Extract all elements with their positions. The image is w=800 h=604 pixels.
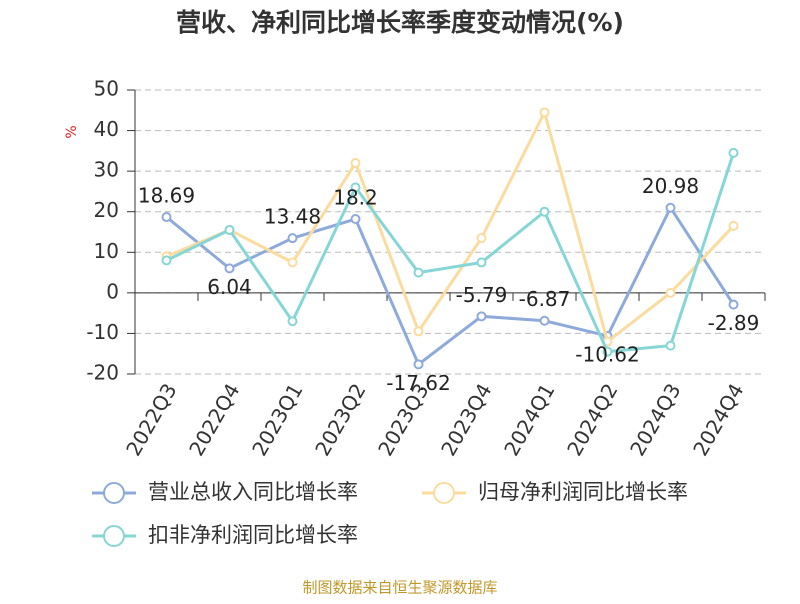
- y-tick-label: -10: [86, 320, 119, 344]
- legend-label: 营业总收入同比增长率: [148, 480, 358, 504]
- data-point: [413, 326, 424, 337]
- data-point: [287, 257, 298, 268]
- legend-label: 扣非净利润同比增长率: [148, 523, 358, 547]
- data-point: [665, 340, 676, 351]
- x-tick-label: 2024Q2: [562, 379, 622, 460]
- x-tick-label: 2023Q1: [247, 379, 307, 460]
- data-label: 13.48: [264, 205, 321, 229]
- y-tick-label: 20: [94, 198, 119, 222]
- data-label: 6.04: [207, 275, 252, 299]
- data-label: 18.69: [138, 184, 195, 208]
- x-tick-label: 2024Q3: [625, 379, 685, 460]
- data-point: [476, 311, 487, 322]
- data-point: [350, 158, 361, 169]
- data-point: [224, 224, 235, 235]
- legend-label: 归母净利润同比增长率: [478, 480, 688, 504]
- series-line: [165, 204, 735, 367]
- data-point: [350, 214, 361, 225]
- data-point: [665, 287, 676, 298]
- data-point: [413, 359, 424, 370]
- y-tick-label: -20: [86, 361, 119, 385]
- y-tick-label: 10: [94, 239, 119, 263]
- x-tick-label: 2024Q1: [499, 379, 559, 460]
- source-note: 制图数据来自恒生聚源数据库: [302, 579, 497, 597]
- data-point: [161, 212, 172, 223]
- data-label: 20.98: [642, 174, 699, 198]
- series-line: [165, 152, 735, 354]
- data-label: 18.2: [333, 186, 378, 210]
- data-point: [728, 147, 739, 158]
- y-axis-label: %: [64, 125, 80, 138]
- x-tick-label: 2022Q3: [121, 379, 181, 460]
- data-point: [287, 233, 298, 244]
- series-line: [165, 108, 735, 345]
- data-point: [350, 182, 361, 193]
- x-tick-label: 2022Q4: [184, 379, 244, 460]
- x-tick-label: 2023Q2: [310, 379, 370, 460]
- y-tick-label: 40: [94, 117, 119, 141]
- data-point: [728, 299, 739, 310]
- y-tick-label: 50: [94, 77, 119, 101]
- data-point: [161, 255, 172, 266]
- data-point: [602, 346, 613, 357]
- data-label: -2.89: [708, 311, 760, 335]
- data-point: [539, 107, 550, 118]
- data-point: [539, 315, 550, 326]
- legend-marker: [103, 525, 125, 547]
- data-point: [287, 316, 298, 327]
- data-label: -10.62: [575, 342, 639, 366]
- data-point: [539, 206, 550, 217]
- data-label: -17.62: [386, 371, 450, 395]
- data-point: [476, 257, 487, 268]
- x-tick-label: 2024Q4: [688, 379, 748, 460]
- data-point: [728, 220, 739, 231]
- y-tick-label: 0: [106, 279, 119, 303]
- data-point: [476, 233, 487, 244]
- data-label: -6.87: [519, 287, 571, 311]
- data-point: [665, 202, 676, 213]
- y-tick-label: 30: [94, 158, 119, 182]
- data-point: [413, 267, 424, 278]
- legend-marker: [103, 482, 125, 504]
- data-point: [224, 263, 235, 274]
- legend-marker: [433, 482, 455, 504]
- chart-title: 营收、净利同比增长率季度变动情况(%): [176, 8, 624, 37]
- data-label: -5.79: [456, 283, 508, 307]
